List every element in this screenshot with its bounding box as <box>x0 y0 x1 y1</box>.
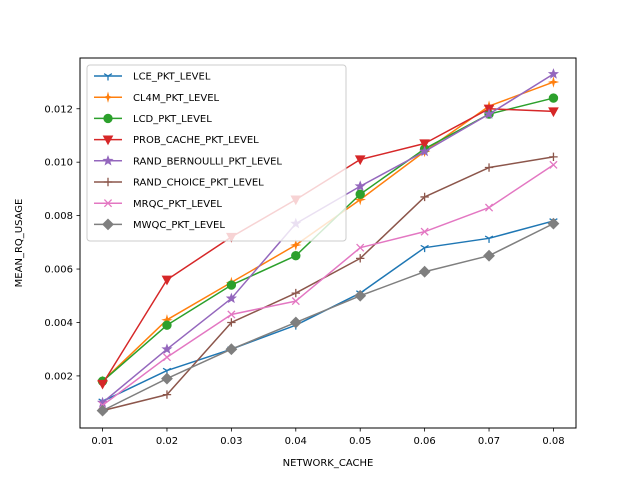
data-point-cl4m-pkt-level <box>354 193 366 206</box>
data-point-lce-pkt-level <box>420 244 429 253</box>
data-point-rand-bernoulli-pkt-level <box>547 68 560 79</box>
y-tick-label: 0.006 <box>44 265 73 276</box>
legend-entry-mrqc-pkt-level: MRQC_PKT_LEVEL <box>94 199 222 210</box>
data-point-mwqc-pkt-level <box>289 316 302 329</box>
legend-marker <box>102 91 114 103</box>
data-point-prob-cache-pkt-level <box>97 379 108 390</box>
data-point-prob-cache-pkt-level <box>354 155 366 166</box>
legend-marker <box>102 135 114 146</box>
data-point-mwqc-pkt-level <box>418 265 431 278</box>
legend-label: RAND_BERNOULLI_PKT_LEVEL <box>133 156 282 167</box>
legend-marker <box>102 218 114 231</box>
legend-label: LCE_PKT_LEVEL <box>133 72 211 83</box>
data-point-rand-choice-pkt-level <box>484 163 494 172</box>
data-point-prob-cache-pkt-level <box>419 139 430 150</box>
legend-entry-lcd-pkt-level: LCD_PKT_LEVEL <box>94 113 212 125</box>
data-point-lcd-pkt-level <box>548 93 559 103</box>
data-point-mwqc-pkt-level <box>483 249 495 262</box>
legend-frame <box>86 64 347 242</box>
data-point-rand-choice-pkt-level <box>291 288 300 298</box>
legend-marker <box>103 177 113 187</box>
legend-label: MRQC_PKT_LEVEL <box>133 199 222 210</box>
legend-entry-rand-choice-pkt-level: RAND_CHOICE_PKT_LEVEL <box>94 178 264 189</box>
legend: LCE_PKT_LEVEL CL4M_PKT_LEVEL LCD_PKT_LEVEL… <box>86 64 347 242</box>
data-point-mrqc-pkt-level <box>162 353 172 362</box>
data-point-rand-bernoulli-pkt-level <box>354 180 366 191</box>
legend-entry-rand-bernoulli-pkt-level: RAND_BERNOULLI_PKT_LEVEL <box>94 154 282 167</box>
legend-entry-mwqc-pkt-level: MWQC_PKT_LEVEL <box>94 218 225 231</box>
x-tick-label: 0.07 <box>478 436 500 447</box>
legend-entry-lce-pkt-level: LCE_PKT_LEVEL <box>94 72 211 83</box>
legend-label: CL4M_PKT_LEVEL <box>133 93 220 104</box>
legend-entry-cl4m-pkt-level: CL4M_PKT_LEVEL <box>94 91 220 104</box>
y-tick-label: 0.010 <box>44 158 73 169</box>
data-point-rand-choice-pkt-level <box>356 254 365 263</box>
legend-entry-prob-cache-pkt-level: PROB_CACHE_PKT_LEVEL <box>94 135 259 146</box>
legend-marker <box>102 154 114 166</box>
data-point-lcd-pkt-level <box>162 320 172 330</box>
legend-label: RAND_CHOICE_PKT_LEVEL <box>133 178 264 189</box>
data-point-mrqc-pkt-level <box>484 203 494 212</box>
plot-frame <box>79 57 577 429</box>
data-point-rand-bernoulli-pkt-level <box>419 145 431 157</box>
data-point-mrqc-pkt-level <box>291 297 300 306</box>
data-point-mwqc-pkt-level <box>225 343 238 356</box>
x-tick-label: 0.03 <box>220 436 242 447</box>
data-point-cl4m-pkt-level <box>290 239 302 251</box>
series-line-mwqc-pkt-level <box>102 222 554 412</box>
legend-label: LCD_PKT_LEVEL <box>133 114 212 125</box>
series-mwqc-pkt-level <box>96 217 560 417</box>
x-tick-label: 0.06 <box>413 436 435 447</box>
data-point-prob-cache-pkt-level <box>161 275 173 286</box>
x-axis-label: NETWORK_CACHE <box>283 458 374 469</box>
data-point-rand-bernoulli-pkt-level <box>483 108 495 119</box>
data-point-mrqc-pkt-level <box>549 160 558 169</box>
y-axis: 0.002 0.004 0.006 0.008 0.010 0.012 <box>44 104 80 382</box>
data-point-rand-choice-pkt-level <box>162 390 172 399</box>
x-tick-label: 0.05 <box>349 436 371 447</box>
legend-label: PROB_CACHE_PKT_LEVEL <box>133 135 259 146</box>
x-tick-label: 0.01 <box>91 436 113 447</box>
legend-marker <box>103 113 113 124</box>
y-tick-label: 0.012 <box>44 104 73 115</box>
data-point-lcd-pkt-level <box>291 250 301 261</box>
series-line-mrqc-pkt-level <box>102 164 554 406</box>
data-point-mwqc-pkt-level <box>547 217 560 230</box>
y-axis-label: MEAN_RQ_USAGE <box>14 199 25 288</box>
data-point-mrqc-pkt-level <box>420 227 429 236</box>
x-tick-label: 0.04 <box>285 436 307 447</box>
data-point-rand-bernoulli-pkt-level <box>161 343 173 354</box>
data-point-lce-pkt-level <box>484 235 494 243</box>
data-point-rand-choice-pkt-level <box>549 152 558 162</box>
data-point-rand-choice-pkt-level <box>420 192 429 202</box>
series-mrqc-pkt-level <box>98 160 558 410</box>
data-point-rand-bernoulli-pkt-level <box>225 292 237 304</box>
data-point-mwqc-pkt-level <box>96 404 109 417</box>
data-point-prob-cache-pkt-level <box>548 107 559 118</box>
legend-marker <box>103 73 113 81</box>
data-point-mwqc-pkt-level <box>354 289 367 302</box>
data-point-mrqc-pkt-level <box>227 310 236 319</box>
y-tick-label: 0.002 <box>44 371 73 382</box>
data-point-lcd-pkt-level <box>355 189 365 199</box>
y-tick-label: 0.004 <box>44 318 73 329</box>
x-axis: 0.01 0.02 0.03 0.04 0.05 0.06 0.07 0.08 <box>91 428 565 447</box>
y-tick-label: 0.008 <box>44 211 73 222</box>
x-tick-label: 0.08 <box>542 436 564 447</box>
x-tick-label: 0.02 <box>156 436 178 447</box>
data-point-mwqc-pkt-level <box>161 372 173 385</box>
legend-marker <box>103 199 113 208</box>
legend-label: MWQC_PKT_LEVEL <box>133 220 225 231</box>
series-line-rand-choice-pkt-level <box>102 156 554 412</box>
data-point-cl4m-pkt-level <box>547 76 560 88</box>
data-point-lcd-pkt-level <box>226 280 237 290</box>
data-point-mrqc-pkt-level <box>356 243 365 252</box>
data-point-rand-choice-pkt-level <box>227 318 236 327</box>
